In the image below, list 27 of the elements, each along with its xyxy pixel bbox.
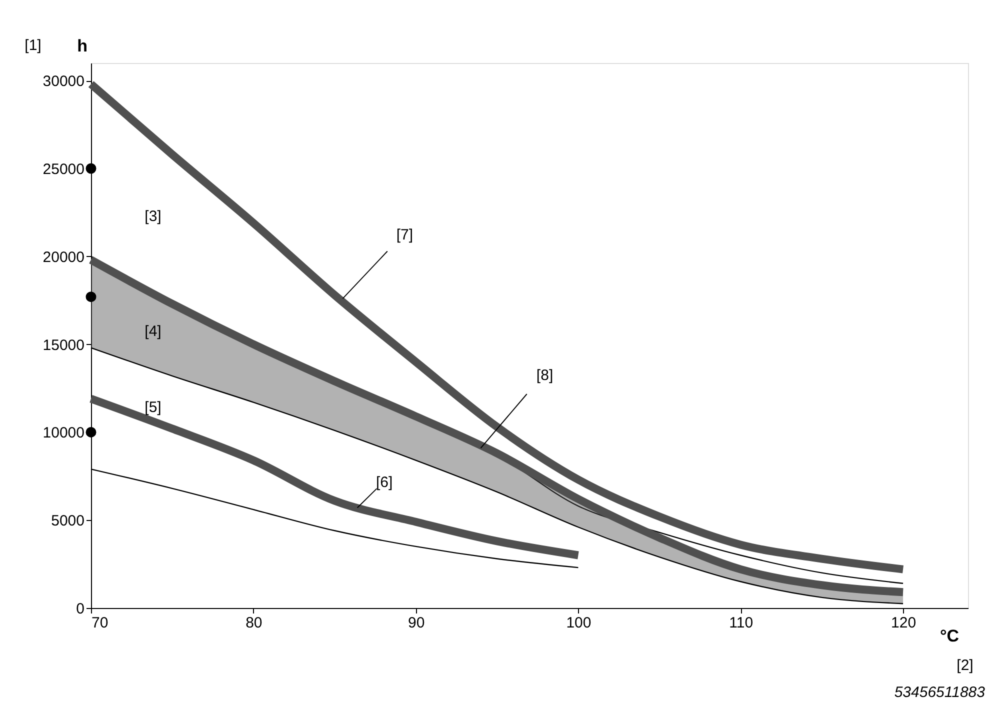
y-tick-label: 15000: [42, 336, 84, 354]
x-tick-label: 80: [246, 614, 262, 632]
annotation: [5]: [144, 399, 162, 416]
y-tick-label: 5000: [51, 512, 84, 530]
annotation: [4]: [144, 323, 162, 340]
annotation: [6]: [376, 474, 393, 491]
annotation: [3]: [144, 208, 162, 225]
y-tick-label: 25000: [42, 160, 84, 178]
y-axis-title: h: [77, 36, 88, 56]
x-tick-label: 120: [891, 614, 916, 632]
x-tick-label: 70: [92, 614, 108, 632]
x-tick-label: 90: [408, 614, 425, 632]
x-tick-label: 100: [566, 614, 592, 632]
y-tick-label: 30000: [42, 73, 84, 90]
annotation: [7]: [396, 226, 414, 244]
y-tick-label: 20000: [42, 248, 84, 266]
text: 53456511883: [894, 684, 986, 701]
text: [1]: [24, 37, 42, 54]
text: [2]: [956, 657, 974, 674]
point: [86, 163, 96, 174]
point: [86, 292, 96, 302]
y-tick-label: 0: [76, 600, 84, 618]
y-tick-label: 10000: [42, 424, 84, 442]
point: [86, 426, 96, 438]
annotation: [8]: [536, 367, 554, 384]
x-tick-label: 110: [729, 614, 754, 632]
x-axis-title: °C: [940, 626, 960, 646]
